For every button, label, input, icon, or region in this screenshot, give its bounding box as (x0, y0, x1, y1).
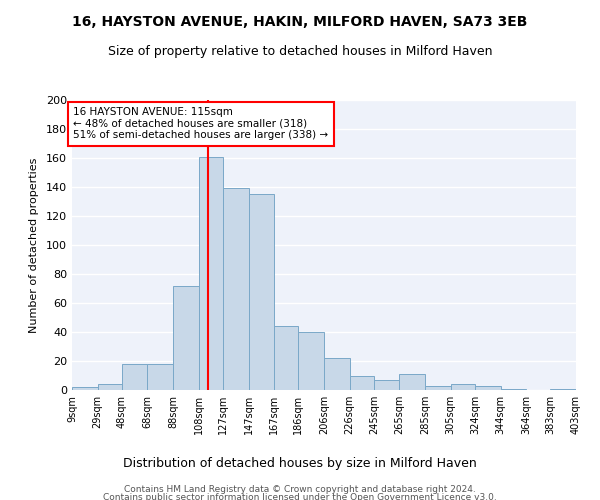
Bar (374, 380, 400, 390)
Bar (248, 194, 274, 390)
Bar (122, 364, 148, 390)
Bar (98, 384, 122, 390)
Bar (500, 388, 526, 390)
Bar (72, 387, 98, 390)
Bar (400, 374, 425, 390)
Text: Contains HM Land Registry data © Crown copyright and database right 2024.: Contains HM Land Registry data © Crown c… (124, 485, 476, 494)
Bar (324, 358, 350, 390)
Bar (298, 332, 324, 390)
Text: Size of property relative to detached houses in Milford Haven: Size of property relative to detached ho… (108, 45, 492, 58)
Bar (451, 384, 475, 390)
Bar (173, 286, 199, 390)
Bar (223, 188, 248, 390)
Bar (148, 364, 173, 390)
Text: 16 HAYSTON AVENUE: 115sqm
← 48% of detached houses are smaller (318)
51% of semi: 16 HAYSTON AVENUE: 115sqm ← 48% of detac… (73, 108, 328, 140)
Text: 16, HAYSTON AVENUE, HAKIN, MILFORD HAVEN, SA73 3EB: 16, HAYSTON AVENUE, HAKIN, MILFORD HAVEN… (73, 15, 527, 29)
Y-axis label: Number of detached properties: Number of detached properties (29, 158, 39, 332)
Bar (199, 156, 223, 390)
Text: Contains public sector information licensed under the Open Government Licence v3: Contains public sector information licen… (103, 492, 497, 500)
Text: Distribution of detached houses by size in Milford Haven: Distribution of detached houses by size … (123, 458, 477, 470)
Bar (274, 326, 298, 390)
Bar (475, 386, 500, 390)
Bar (350, 376, 374, 390)
Bar (550, 388, 576, 390)
Bar (425, 386, 451, 390)
